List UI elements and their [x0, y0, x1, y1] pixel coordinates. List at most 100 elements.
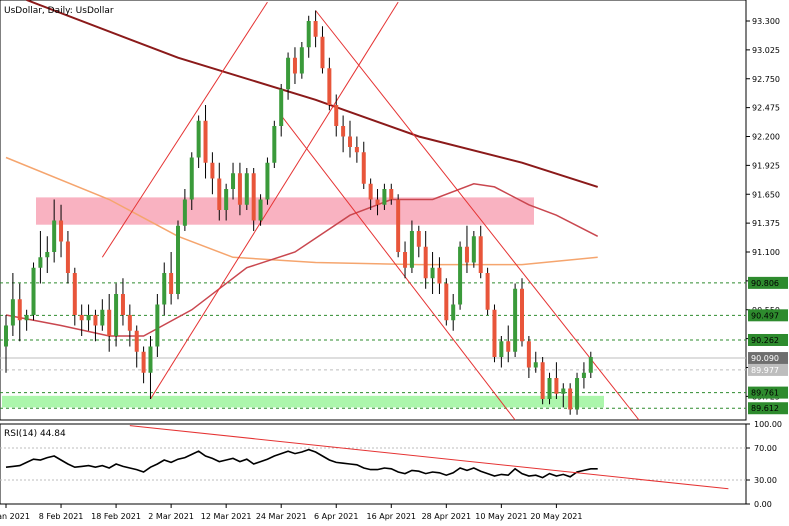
candle-body: [265, 162, 270, 200]
candle-2: [17, 283, 22, 342]
price-label-text: 90.806: [751, 279, 779, 288]
candle-body: [354, 147, 359, 153]
candle-50: [348, 120, 352, 158]
time-tick-label: 10 May 2021: [475, 512, 527, 521]
candle-body: [169, 273, 174, 294]
candle-body: [231, 173, 236, 189]
candle-body: [313, 21, 318, 37]
price-label-box: [748, 402, 788, 415]
candle-55: [382, 183, 387, 210]
candle-19: [134, 325, 139, 368]
price-tick-label: 93.025: [752, 46, 780, 55]
candle-41: [286, 52, 291, 100]
price-label-box: [748, 352, 788, 365]
candle-38: [265, 157, 270, 205]
price-tick-label: 92.750: [752, 75, 780, 84]
candle-body: [513, 288, 518, 352]
candle-15: [107, 294, 112, 352]
candle-body: [65, 241, 70, 273]
candle-body: [320, 36, 325, 69]
candle-body: [554, 378, 559, 394]
price-level-lines: [0, 282, 746, 409]
candle-body: [382, 189, 387, 205]
candle-body: [10, 299, 15, 326]
candle-36: [251, 168, 256, 231]
candle-body: [134, 330, 139, 352]
price-tick-label: 92.200: [752, 133, 780, 142]
rsi-label: RSI(14) 44.84: [4, 429, 66, 439]
candle-body: [217, 178, 222, 210]
candle-body: [533, 362, 538, 368]
candle-body: [485, 273, 490, 310]
candle-22: [155, 294, 160, 357]
candle-14: [100, 299, 105, 331]
candle-80: [554, 362, 559, 399]
candle-12: [86, 304, 91, 331]
candle-body: [52, 220, 57, 252]
candle-body: [162, 273, 167, 305]
candle-body: [423, 246, 428, 279]
candle-71: [492, 304, 497, 363]
candle-7: [52, 199, 57, 263]
candle-61: [423, 231, 428, 289]
candle-body: [568, 388, 573, 410]
candle-9: [65, 231, 70, 284]
candle-4: [31, 262, 36, 321]
candle-body: [306, 21, 311, 48]
zone-0: [36, 197, 534, 225]
time-tick-label: 6 Apr 2021: [314, 512, 358, 521]
candle-body: [182, 199, 187, 226]
candle-body: [155, 304, 160, 347]
candle-body: [148, 346, 153, 373]
trend-line-0: [101, 1, 268, 258]
candle-23: [162, 262, 167, 315]
candle-body: [251, 173, 256, 221]
rsi-series: [5, 448, 598, 479]
candle-69: [478, 225, 483, 279]
candle-16: [114, 283, 119, 347]
price-labels: 90.806 90.497 90.262 90.090 89.977 89.761 89.6…: [748, 276, 788, 415]
candle-body: [547, 378, 552, 399]
trend-lines: [101, 1, 640, 421]
candle-82: [568, 383, 573, 415]
candle-17: [120, 278, 125, 326]
rsi-tick-label: 100.00: [754, 420, 782, 429]
candle-70: [485, 267, 490, 315]
rsi-level-lines: [0, 447, 746, 481]
candle-body: [38, 257, 43, 268]
candle-body: [444, 283, 449, 321]
candle-3: [24, 309, 29, 331]
trend-line-3: [280, 115, 516, 421]
candle-body: [464, 246, 469, 263]
candle-52: [361, 141, 366, 189]
candle-84: [581, 362, 586, 389]
candle-body: [492, 309, 497, 357]
candle-body: [471, 236, 476, 263]
price-label-box: [748, 333, 788, 346]
rsi-tick-label: 70.00: [754, 444, 777, 453]
candle-body: [86, 315, 91, 321]
candle-18: [127, 304, 132, 347]
candle-body: [210, 162, 215, 179]
candle-1: [10, 273, 15, 336]
moving-average-2: [5, 183, 599, 337]
candle-53: [368, 178, 373, 210]
candle-65: [451, 294, 456, 331]
candle-78: [540, 357, 545, 405]
candle-body: [120, 294, 125, 315]
candle-body: [45, 252, 50, 258]
candle-45: [313, 10, 318, 48]
time-tick-label: 12 Mar 2021: [201, 512, 252, 521]
moving-average-0: [26, 0, 599, 188]
candle-37: [258, 194, 263, 226]
candle-body: [581, 372, 586, 378]
candle-body: [416, 231, 421, 247]
candle-body: [368, 183, 373, 200]
candle-57: [396, 194, 401, 258]
candle-body: [430, 267, 435, 279]
candle-75: [520, 278, 524, 347]
price-label-text: 90.262: [751, 336, 779, 345]
chart-title: UsDollar, Daily: UsDollar: [4, 6, 114, 16]
candle-body: [237, 173, 242, 205]
price-label-4: 89.977: [748, 363, 788, 376]
